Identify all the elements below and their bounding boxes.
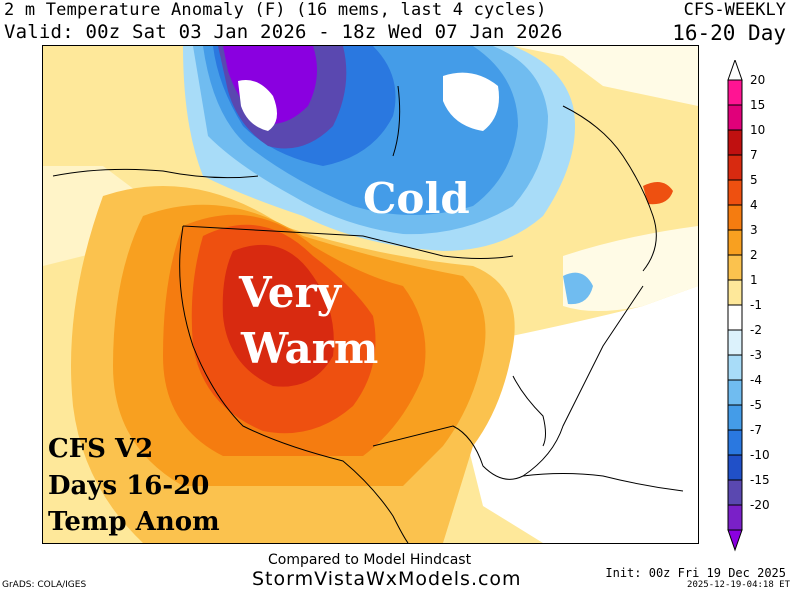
color-legend-label: 20 bbox=[750, 73, 766, 87]
color-legend-swatch bbox=[727, 279, 743, 306]
color-legend-label: -10 bbox=[750, 448, 770, 462]
product-name: CFS-WEEKLY bbox=[683, 0, 786, 20]
model-name-label: CFS V2 bbox=[48, 434, 154, 464]
grads-credit: GrADS: COLA/IGES bbox=[2, 580, 87, 590]
color-legend-swatch bbox=[727, 79, 743, 106]
hindcast-note: Compared to Model Hindcast bbox=[268, 552, 472, 568]
color-legend-swatch bbox=[727, 479, 743, 506]
color-legend-label: -4 bbox=[750, 373, 762, 387]
init-time: Init: 00z Fri 19 Dec 2025 bbox=[605, 566, 786, 580]
florida-outline bbox=[512, 375, 546, 447]
color-legend-swatch bbox=[727, 254, 743, 281]
anomaly-map: Cold Very Warm CFS V2 Days 16-20 Temp An… bbox=[42, 45, 699, 544]
color-legend-swatch bbox=[727, 154, 743, 181]
color-legend-label: 10 bbox=[750, 123, 766, 137]
chart-valid-period: Valid: 00z Sat 03 Jan 2026 - 18z Wed 07 … bbox=[4, 21, 563, 43]
labrador-coast-outline bbox=[562, 105, 657, 272]
geographic-outlines bbox=[52, 85, 684, 543]
color-legend-swatch bbox=[727, 229, 743, 256]
caribbean-outline bbox=[522, 473, 684, 492]
color-legend-swatch bbox=[727, 129, 743, 156]
color-legend: 20 15 10 7 5 4 3 2 1 -1 -2 -3 -4 -5 -7 -10 -15 -20 bbox=[727, 60, 787, 560]
color-legend-label: -3 bbox=[750, 348, 762, 362]
color-legend-swatch bbox=[727, 504, 743, 531]
color-legend-top-arrow bbox=[727, 60, 743, 81]
very-warm-label-line1: Very bbox=[239, 268, 341, 317]
chart-title-line1: 2 m Temperature Anomaly (F) (16 mems, la… bbox=[4, 0, 547, 20]
cold-region-label: Cold bbox=[363, 174, 470, 223]
days-range-label: Days 16-20 bbox=[48, 471, 210, 501]
cold-core-white bbox=[238, 80, 277, 131]
color-legend-label: -7 bbox=[750, 423, 762, 437]
color-legend-label: 7 bbox=[750, 148, 758, 162]
cold-spot-atlantic bbox=[563, 272, 593, 305]
color-legend-label: 1 bbox=[750, 273, 758, 287]
color-legend-label: 5 bbox=[750, 173, 758, 187]
color-legend-label: 3 bbox=[750, 223, 758, 237]
generation-timestamp: 2025-12-19-04:18 ET bbox=[687, 580, 790, 590]
hudson-bay-white bbox=[443, 72, 499, 131]
color-legend-label: 4 bbox=[750, 198, 758, 212]
west-coast-outline bbox=[179, 225, 409, 543]
alaska-coast-outline bbox=[52, 168, 259, 179]
color-legend-label: -20 bbox=[750, 498, 770, 512]
color-legend-swatch bbox=[727, 179, 743, 206]
color-legend-swatch bbox=[727, 354, 743, 381]
color-legend-swatch bbox=[727, 429, 743, 456]
color-legend-label: 2 bbox=[750, 248, 758, 262]
color-legend-swatch bbox=[727, 104, 743, 131]
color-legend-label: 15 bbox=[750, 98, 766, 112]
color-legend-swatch bbox=[727, 454, 743, 481]
anomaly-map-canvas bbox=[43, 46, 698, 543]
color-legend-swatch bbox=[727, 379, 743, 406]
temp-anom-label: Temp Anom bbox=[48, 507, 220, 537]
color-legend-swatches bbox=[727, 60, 743, 552]
very-warm-label-line2: Warm bbox=[241, 324, 379, 373]
color-legend-label: -15 bbox=[750, 473, 770, 487]
color-legend-label: -2 bbox=[750, 323, 762, 337]
color-legend-bottom-arrow bbox=[727, 529, 743, 552]
color-legend-swatch bbox=[727, 329, 743, 356]
color-legend-swatch bbox=[727, 404, 743, 431]
warm-spot-atlantic bbox=[643, 182, 673, 205]
color-legend-label: -1 bbox=[750, 298, 762, 312]
canada-inner-outline bbox=[392, 85, 401, 157]
warm-zone-plus7 bbox=[222, 244, 334, 387]
near-zero-zone-southeast bbox=[463, 286, 698, 543]
us-canada-border bbox=[182, 225, 514, 259]
near-zero-zone-atlantic bbox=[563, 226, 698, 311]
source-website: StormVistaWxModels.com bbox=[252, 568, 522, 590]
color-legend-swatch bbox=[727, 304, 743, 331]
color-legend-swatch bbox=[727, 204, 743, 231]
near-zero-zone-north bbox=[43, 46, 698, 106]
forecast-day-range: 16-20 Day bbox=[672, 21, 786, 45]
color-legend-label: -5 bbox=[750, 398, 762, 412]
